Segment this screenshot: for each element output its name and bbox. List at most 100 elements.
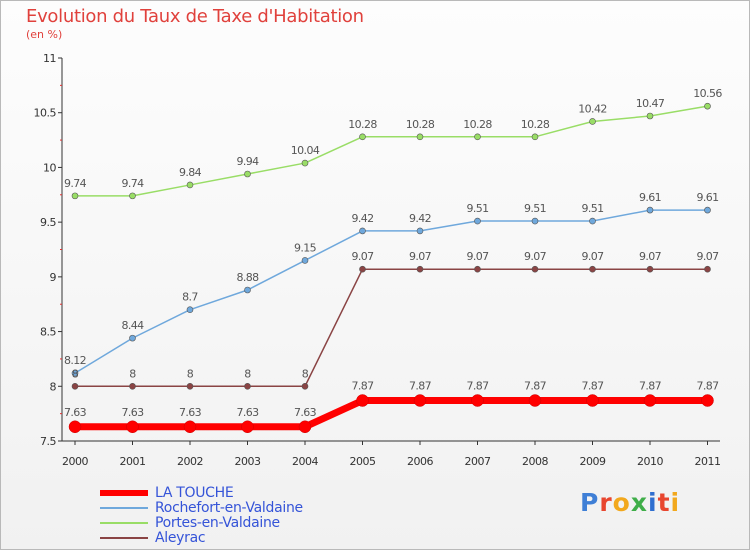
logo-letter: x: [630, 488, 648, 517]
series-point-1: [359, 227, 366, 235]
series-point-3: [589, 265, 596, 273]
proxiti-logo: Proxiti: [580, 488, 680, 517]
legend-label-la-touche: LA TOUCHE: [155, 485, 234, 501]
y-tick-label: 9: [50, 271, 57, 284]
series-point-1: [589, 217, 596, 225]
series-point-0: [356, 394, 369, 407]
data-label-1: 8.44: [121, 319, 144, 332]
y-tick-label: 8.5: [40, 326, 56, 339]
data-label-1: 9.51: [524, 202, 546, 215]
data-label-2: 10.04: [291, 144, 320, 157]
series-point-3: [71, 382, 79, 390]
legend-label-aleyrac: Aleyrac: [155, 530, 206, 546]
series-point-3: [129, 382, 136, 390]
series-point-0: [413, 394, 427, 407]
logo-letter: t: [657, 488, 671, 517]
data-label-0: 7.63: [64, 406, 87, 419]
x-tick-label: 2009: [580, 455, 606, 468]
data-label-2: 9.74: [64, 177, 87, 190]
data-label-2: 9.94: [236, 155, 259, 168]
data-label-2: 10.28: [463, 118, 492, 131]
data-label-2: 10.47: [636, 97, 665, 110]
series-line-1: [74, 209, 708, 374]
data-label-3: 9.07: [581, 250, 604, 263]
series-point-3: [704, 265, 711, 273]
series-point-2: [359, 133, 366, 141]
data-label-3: 9.07: [524, 250, 547, 263]
x-tick-label: 2001: [120, 455, 146, 468]
series-point-2: [531, 133, 539, 141]
data-label-2: 10.56: [693, 87, 722, 100]
series-point-1: [531, 217, 539, 225]
y-tick-label: 9.5: [40, 216, 56, 229]
x-tick-label: 2006: [407, 455, 433, 468]
y-tick-label: 11: [43, 52, 56, 65]
series-point-3: [301, 382, 309, 390]
series-point-0: [126, 420, 139, 434]
data-label-3: 8: [129, 367, 136, 380]
data-label-3: 8: [72, 367, 79, 380]
data-label-3: 9.07: [409, 250, 432, 263]
series-point-2: [186, 181, 194, 189]
data-label-3: 8: [302, 367, 309, 380]
series-point-3: [359, 265, 366, 273]
logo-letter: r: [599, 488, 613, 517]
series-point-3: [244, 382, 251, 390]
series-point-0: [701, 394, 714, 407]
data-label-1: 9.42: [351, 212, 373, 225]
data-label-3: 9.07: [351, 250, 374, 263]
series-point-1: [704, 206, 711, 214]
legend-label-rochefort: Rochefort-en-Valdaine: [155, 500, 303, 516]
series-line-3: [75, 268, 708, 388]
data-label-2: 10.42: [578, 102, 607, 115]
series-point-2: [704, 102, 711, 110]
series-point-3: [531, 265, 539, 273]
data-label-2: 10.28: [521, 118, 550, 131]
data-label-2: 9.74: [121, 177, 144, 190]
data-label-1: 9.61: [696, 191, 718, 204]
data-label-0: 7.87: [524, 380, 547, 393]
series-point-0: [528, 394, 542, 407]
data-label-2: 9.84: [179, 166, 202, 179]
logo-letter: P: [580, 488, 600, 517]
data-label-1: 9.51: [466, 202, 488, 215]
x-tick-label: 2008: [522, 455, 548, 468]
series-point-2: [474, 133, 481, 141]
series-point-3: [646, 265, 654, 273]
data-label-1: 8.12: [64, 354, 86, 367]
series-point-0: [298, 420, 312, 434]
data-label-3: 9.07: [466, 250, 489, 263]
data-label-1: 9.42: [409, 212, 431, 225]
legend-swatch-portes: [100, 522, 148, 524]
data-label-0: 7.63: [294, 406, 317, 419]
series-point-1: [474, 217, 481, 225]
x-tick-label: 2011: [695, 455, 721, 468]
data-label-1: 9.61: [639, 191, 661, 204]
series-point-0: [471, 394, 484, 407]
data-label-2: 10.28: [348, 118, 377, 131]
data-label-0: 7.87: [351, 380, 374, 393]
series-point-3: [186, 382, 194, 390]
series-line-0: [75, 397, 708, 431]
y-tick-label: 8: [50, 380, 57, 393]
data-label-0: 7.87: [466, 380, 489, 393]
logo-letter: o: [612, 488, 631, 517]
data-label-3: 9.07: [639, 250, 662, 263]
data-label-0: 7.63: [179, 406, 202, 419]
series-point-0: [241, 420, 254, 434]
data-label-0: 7.87: [409, 380, 432, 393]
series-point-2: [301, 159, 309, 167]
y-tick-label: 7.5: [40, 435, 56, 448]
series-line-2: [75, 105, 708, 197]
x-tick-label: 2003: [235, 455, 261, 468]
chart-subtitle: (en %): [26, 28, 63, 41]
data-label-0: 7.63: [121, 406, 144, 419]
logo-letter: i: [648, 488, 658, 517]
data-label-0: 7.87: [581, 380, 604, 393]
series-point-1: [71, 369, 79, 377]
legend-swatch-rochefort: [100, 507, 148, 509]
series-point-3: [416, 265, 424, 273]
x-tick-label: 2010: [637, 455, 663, 468]
data-label-1: 8.7: [182, 291, 198, 304]
